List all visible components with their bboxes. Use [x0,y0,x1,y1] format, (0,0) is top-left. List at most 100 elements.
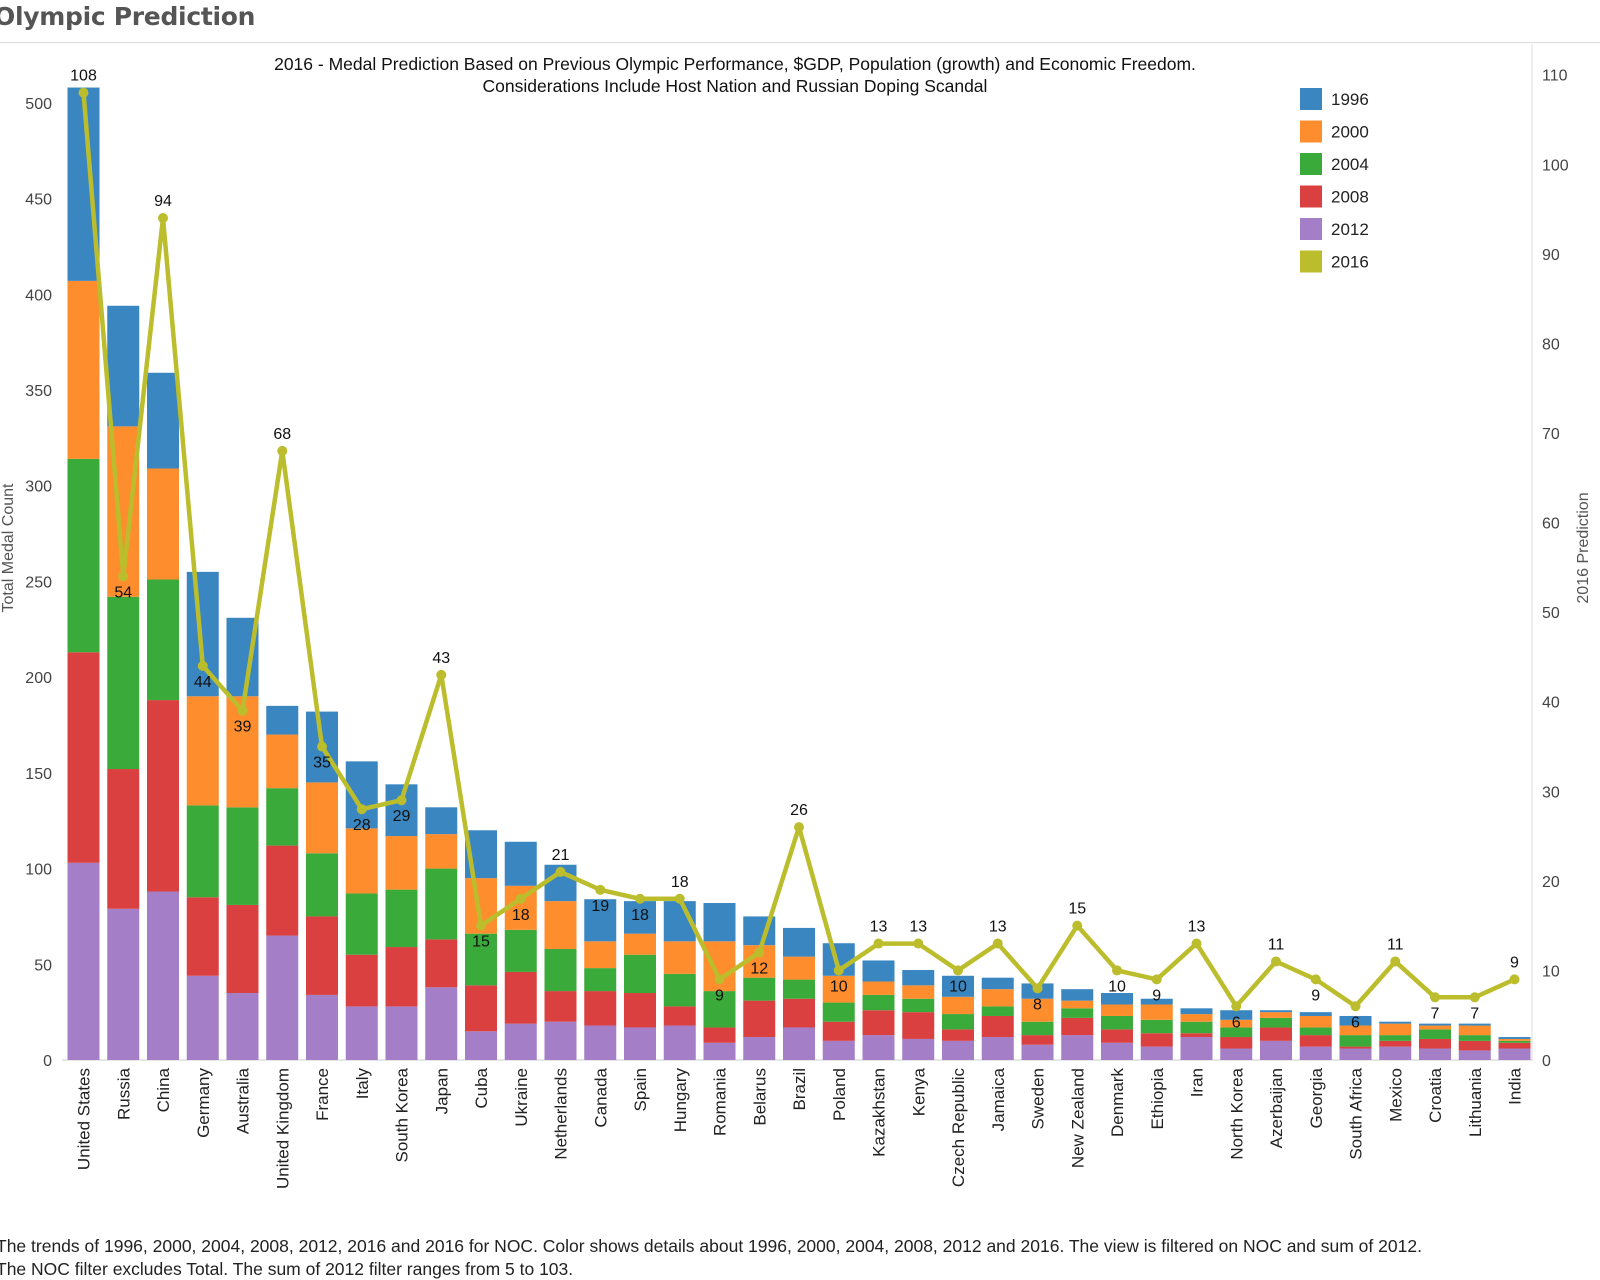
x-tick-label-united-states: United States [75,1068,94,1170]
bar-ethiopia-2000 [1140,1004,1173,1020]
bar-netherlands-2008 [544,991,577,1022]
x-tick-label-south-africa: South Africa [1347,1067,1366,1159]
prediction-point-georgia [1310,974,1321,985]
bar-kenya-2008 [902,1012,935,1039]
bar-south-korea-2012 [385,1006,418,1060]
bar-kenya-2012 [902,1038,935,1060]
bar-czech-republic-2004 [942,1014,974,1030]
bar-ukraine-2012 [504,1023,537,1060]
y-tick-label-250: 250 [25,574,52,591]
prediction-label-sweden: 8 [1033,996,1042,1013]
bar-france-2012 [306,994,338,1060]
bar-kazakhstan-2012 [862,1035,895,1060]
prediction-label-united-states: 108 [70,68,97,85]
bar-south-africa-2004 [1339,1035,1372,1047]
prediction-point-cuba [476,920,486,931]
olympic-medal-chart: 2016 - Medal Prediction Based on Previou… [0,44,1592,1189]
bar-ukraine-2004 [504,929,537,972]
y2-tick-label-50: 50 [1542,605,1560,622]
prediction-label-kenya: 13 [909,919,927,936]
bar-brazil-2004 [783,979,815,999]
prediction-label-australia: 39 [234,719,252,736]
bar-mexico-1996 [1379,1021,1412,1024]
y2-axis-title: 2016 Prediction [1575,492,1592,603]
legend-swatch-2016 [1300,250,1322,273]
prediction-point-ukraine [515,893,526,904]
prediction-label-ukraine: 18 [512,907,530,924]
bar-romania-2008 [703,1027,736,1043]
prediction-label-france: 35 [313,755,331,772]
x-tick-label-russia: Russia [114,1067,133,1120]
prediction-point-north-korea [1231,1001,1242,1012]
prediction-label-jamaica: 13 [989,919,1007,936]
y2-tick-label-70: 70 [1542,426,1560,443]
bar-iran-2004 [1180,1021,1213,1034]
prediction-label-lithuania: 7 [1470,1005,1479,1022]
legend-swatch-2004 [1300,153,1322,175]
y-tick-label-100: 100 [25,862,52,879]
y-tick-label-200: 200 [25,670,52,687]
caption-line-1: The trends of 1996, 2000, 2004, 2008, 20… [0,1236,1422,1256]
chart-title-line-2: Considerations Include Host Nation and R… [483,76,988,96]
bar-georgia-2012 [1299,1046,1332,1060]
prediction-label-south-korea: 29 [393,808,411,825]
x-tick-label-canada: Canada [591,1067,610,1127]
bar-kazakhstan-2008 [862,1010,895,1036]
y-tick-label-450: 450 [25,192,52,209]
x-tick-label-new-zealand: New Zealand [1068,1068,1087,1168]
bar-denmark-2012 [1101,1042,1133,1060]
x-tick-label-australia: Australia [234,1067,253,1134]
prediction-label-south-africa: 6 [1351,1014,1360,1031]
prediction-point-united-kingdom [277,445,288,456]
y2-tick-label-10: 10 [1542,963,1560,980]
prediction-point-lithuania [1469,992,1480,1003]
x-tick-label-iran: Iran [1188,1068,1207,1097]
prediction-point-india [1509,974,1520,985]
legend-label-2004: 2004 [1331,155,1369,174]
bar-croatia-2000 [1419,1025,1451,1030]
bar-romania-2012 [703,1042,736,1060]
bar-jamaica-2000 [981,989,1014,1007]
bar-poland-2000 [822,975,855,1003]
bar-cuba-2008 [465,985,497,1032]
prediction-label-canada: 19 [591,898,609,915]
title-divider [0,42,1600,43]
bar-kenya-2000 [902,985,935,999]
bar-hungary-2012 [663,1025,696,1060]
bar-denmark-1996 [1101,992,1133,1005]
page-title: Olympic Prediction [0,2,256,31]
y2-tick-label-30: 30 [1542,784,1560,801]
x-tick-label-georgia: Georgia [1307,1067,1326,1128]
bar-czech-republic-2000 [942,996,974,1015]
y2-tick-label-60: 60 [1542,516,1560,533]
prediction-point-france [317,741,327,752]
chart-title-line-1: 2016 - Medal Prediction Based on Previou… [274,54,1196,74]
bar-iran-2000 [1180,1014,1213,1022]
x-tick-label-czech-republic: Czech Republic [949,1068,968,1188]
bar-united-kingdom-2008 [266,845,299,936]
x-tick-label-belarus: Belarus [750,1068,769,1126]
prediction-label-denmark: 10 [1108,978,1126,995]
prediction-labels: 1085494443968352829431518211918189122610… [70,68,1519,1032]
bar-croatia-1996 [1419,1023,1451,1026]
bar-jamaica-2004 [981,1006,1014,1016]
x-tick-label-france: France [313,1068,332,1121]
prediction-label-spain: 18 [631,907,649,924]
bar-jamaica-2012 [981,1037,1014,1060]
bar-japan-2004 [425,868,458,940]
prediction-point-mexico [1390,956,1401,967]
bar-italy-2004 [345,893,378,955]
x-tick-label-brazil: Brazil [790,1068,809,1111]
bar-denmark-2000 [1101,1004,1133,1016]
x-tick-label-cuba: Cuba [472,1067,491,1108]
prediction-point-hungary [674,893,685,904]
bar-czech-republic-2012 [942,1040,974,1060]
x-tick-label-kazakhstan: Kazakhstan [870,1068,889,1157]
bar-romania-2004 [703,991,736,1028]
bar-georgia-2008 [1299,1035,1332,1047]
bar-spain-2012 [624,1027,656,1060]
bar-mexico-2012 [1379,1046,1412,1060]
bar-lithuania-2004 [1458,1035,1491,1041]
bar-canada-2012 [584,1025,617,1060]
prediction-point-new-zealand [1072,920,1083,931]
